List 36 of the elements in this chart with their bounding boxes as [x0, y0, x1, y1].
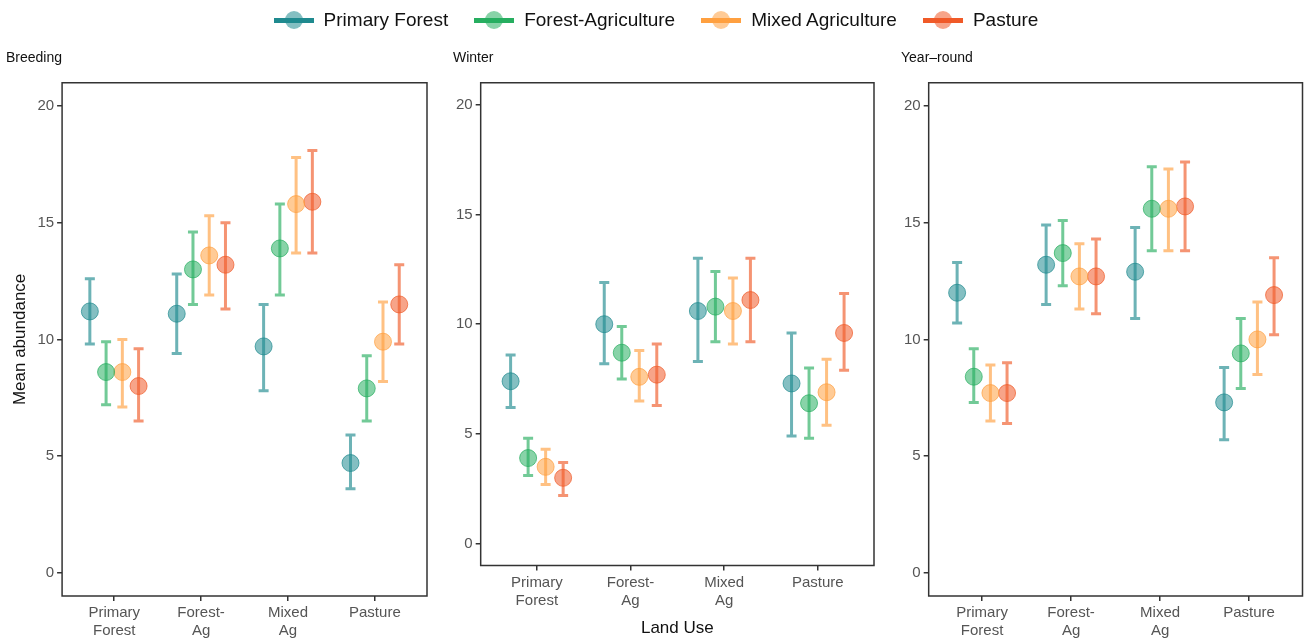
y-tick-label: 20 — [456, 94, 473, 112]
y-tick-label: 10 — [37, 329, 55, 347]
x-tick-label: Primary Forest — [956, 603, 1009, 639]
x-tick-label: Pasture — [791, 572, 844, 590]
y-tick-label: 15 — [37, 212, 55, 230]
x-tick-label: Primary Forest — [88, 603, 141, 639]
legend-label: Primary Forest — [323, 9, 449, 31]
x-tick-label: Forest- Ag — [177, 603, 225, 639]
legend-label: Mixed Agriculture — [751, 9, 897, 31]
y-axis-title: Mean abundance — [9, 273, 29, 406]
y-tick-label: 5 — [464, 424, 473, 442]
y-tick-label: 0 — [912, 562, 921, 580]
x-tick-label: Pasture — [349, 603, 401, 621]
chart-title: Winter — [453, 49, 494, 66]
y-tick-label: 0 — [45, 562, 55, 580]
chart-title: Year–round — [901, 49, 973, 66]
y-tick-label: 10 — [456, 314, 473, 332]
y-tick-label: 0 — [464, 533, 473, 551]
y-tick-label: 15 — [904, 212, 921, 230]
y-tick-label: 5 — [912, 446, 921, 464]
chart-title: Breeding — [6, 49, 63, 66]
x-tick-label: Mixed Ag — [704, 572, 745, 608]
legend-label: Forest-Agriculture — [524, 9, 676, 31]
y-tick-label: 15 — [456, 204, 473, 222]
x-tick-label: Forest- Ag — [1047, 603, 1095, 639]
x-axis-title: Land Use — [640, 618, 714, 638]
y-tick-label: 5 — [45, 446, 55, 464]
legend-label: Pasture — [972, 9, 1039, 31]
y-tick-label: 20 — [904, 96, 921, 114]
y-tick-label: 20 — [37, 96, 55, 114]
x-tick-label: Primary Forest — [511, 572, 564, 608]
x-tick-label: Forest- Ag — [606, 572, 655, 608]
x-tick-label: Pasture — [1223, 603, 1275, 621]
x-tick-label: Mixed Ag — [1140, 603, 1181, 639]
x-tick-label: Mixed Ag — [267, 603, 308, 639]
y-tick-label: 10 — [904, 329, 921, 347]
